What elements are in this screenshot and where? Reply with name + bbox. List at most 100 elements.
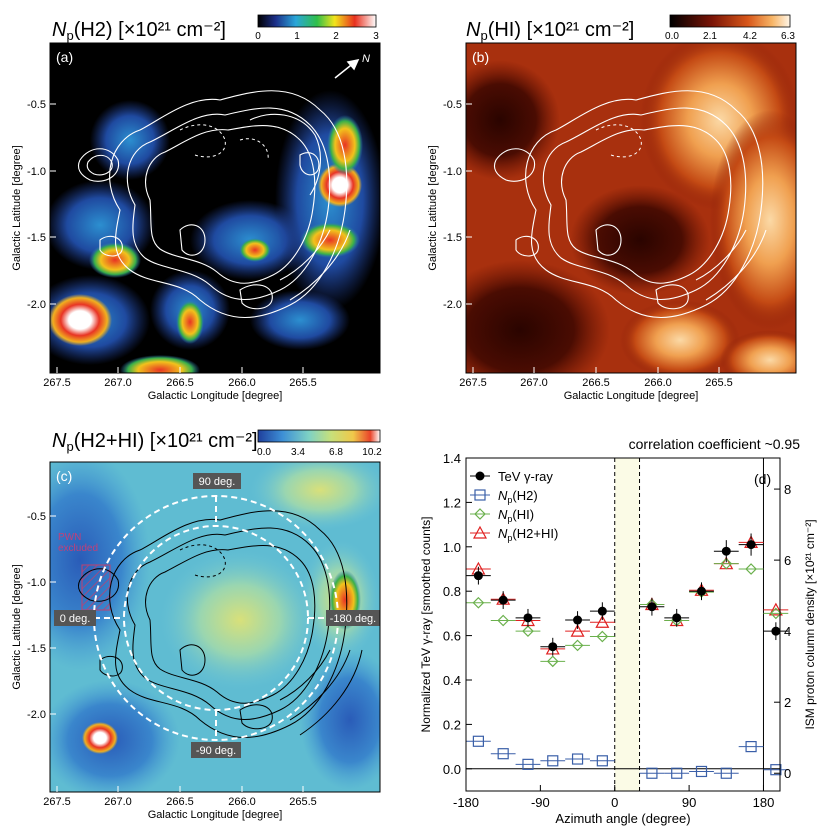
- svg-text:266.5: 266.5: [166, 377, 194, 389]
- y-tick-label: 1.4: [443, 451, 461, 466]
- data-point: [472, 735, 484, 747]
- svg-text:-1.5: -1.5: [27, 643, 46, 655]
- chart-panel-letter: (d): [754, 471, 771, 487]
- data-point: [570, 623, 585, 637]
- svg-text:266.5: 266.5: [166, 796, 194, 808]
- chart-legend: TeV γ-ray Np(H2) Np(HI) Np(H2+HI): [470, 469, 558, 543]
- svg-text:PWN: PWN: [58, 532, 81, 543]
- panel-a-dashed-contours: [179, 124, 269, 161]
- panel-b-title: Np(HI) [×10²¹ cm⁻²]: [466, 19, 634, 43]
- svg-text:267.0: 267.0: [104, 796, 132, 808]
- data-point: [596, 755, 608, 767]
- x-tick-label: -90: [531, 795, 550, 810]
- x-tick-label: -180: [453, 795, 479, 810]
- svg-text:265.5: 265.5: [705, 377, 733, 389]
- svg-text:-0.5: -0.5: [27, 99, 46, 111]
- pwn-label: PWN excluded: [58, 532, 98, 554]
- chart-frame: [465, 457, 781, 792]
- svg-text:266.0: 266.0: [228, 796, 256, 808]
- svg-text:-1.0: -1.0: [443, 166, 462, 178]
- panel-a-xlabel: Galactic Longitude [degree]: [148, 390, 283, 402]
- panel-a-north-arrow: [334, 58, 360, 79]
- data-point: [497, 614, 510, 627]
- legend-label: Np(H2): [498, 488, 538, 505]
- chart-y2label: ISM proton column density [×10²¹ cm⁻²]: [803, 519, 817, 729]
- x-tick-label: 180: [753, 795, 775, 810]
- svg-text:-90 deg.: -90 deg.: [196, 745, 236, 757]
- svg-text:267.0: 267.0: [520, 377, 548, 389]
- panel-c-axes: 267.5 267.0 266.5 266.0 265.5 -0.5 -1.0 …: [11, 511, 317, 821]
- chart-ticks: -180 -90 0 90 180 0.0 0.2 0.4 0.6 0.8 1.0 1.2 1.4 0 2 4…: [443, 451, 791, 810]
- data-point: [770, 607, 782, 620]
- panel-a: Np(H2) [×10²¹ cm⁻²] 0 1 2 3: [11, 14, 381, 402]
- data-point: [595, 615, 610, 628]
- svg-text:-1.5: -1.5: [443, 232, 462, 244]
- svg-text:90 deg.: 90 deg.: [199, 476, 236, 488]
- data-point: [472, 596, 485, 609]
- y-tick-label: 1.2: [443, 495, 461, 510]
- data-point: [646, 767, 658, 779]
- legend-marker: [474, 489, 486, 501]
- y-tick-label: 1.0: [443, 540, 461, 555]
- panel-b: Np(HI) [×10²¹ cm⁻²] 0.0 2.1 4.2 6.3: [427, 14, 797, 402]
- svg-text:3: 3: [373, 31, 379, 42]
- panel-a-map: N (a): [50, 43, 380, 373]
- svg-text:0.0: 0.0: [665, 31, 679, 42]
- chart-xlabel: Azimuth angle (degree): [555, 811, 690, 826]
- data-point: [697, 586, 706, 596]
- pwn-excluded-region: [81, 564, 111, 611]
- panel-c-xlabel: Galactic Longitude [degree]: [148, 809, 283, 821]
- legend-marker: [472, 525, 488, 539]
- panel-a-axes: 267.5 267.0 266.5 266.0 265.5 -0.5 -1.0 …: [11, 99, 317, 402]
- data-point: [596, 630, 609, 643]
- svg-text:-2.0: -2.0: [27, 709, 46, 721]
- data-point: [546, 655, 559, 668]
- svg-text:-1.0: -1.0: [27, 166, 46, 178]
- svg-text:0 deg.: 0 deg.: [60, 613, 91, 625]
- panel-a-colorbar-ticks: 0 1 2 3: [255, 31, 379, 42]
- panel-b-letter: (b): [472, 49, 489, 65]
- panel-a-north-label: N: [362, 53, 370, 65]
- panel-a-colorbar: [257, 14, 377, 28]
- panel-c: Np(H2+HI) [×10²¹ cm⁻²] 0.0 3.4 6.8 10.2: [11, 429, 382, 821]
- data-point: [473, 571, 483, 581]
- svg-text:265.5: 265.5: [289, 377, 317, 389]
- panel-b-colorbar-ticks: 0.0 2.1 4.2 6.3: [665, 31, 795, 42]
- data-point: [523, 613, 533, 623]
- chart-title: correlation coefficient ~0.95: [629, 436, 801, 452]
- y2-tick-label: 6: [784, 553, 791, 568]
- svg-text:-0.5: -0.5: [443, 99, 462, 111]
- series-1: [466, 735, 789, 779]
- panel-a-title: Np(H2) [×10²¹ cm⁻²]: [52, 19, 226, 43]
- series-0: [466, 533, 789, 656]
- panel-b-ylabel: Galactic Latitude [degree]: [427, 145, 439, 270]
- data-point: [672, 613, 682, 623]
- panel-c-colorbar: [257, 429, 381, 443]
- panel-a-contours: [77, 90, 351, 318]
- data-point: [746, 540, 756, 550]
- svg-text:266.0: 266.0: [228, 377, 256, 389]
- legend-marker: [474, 508, 486, 520]
- svg-text:4.2: 4.2: [743, 31, 757, 42]
- y2-tick-label: 2: [784, 695, 791, 710]
- svg-text:-1.5: -1.5: [27, 232, 46, 244]
- svg-text:6.8: 6.8: [329, 447, 343, 458]
- legend-marker: [475, 471, 485, 481]
- excluded-azimuth-band: [614, 458, 640, 791]
- data-point: [647, 602, 657, 612]
- chart-series: [466, 533, 789, 779]
- svg-text:-2.0: -2.0: [443, 299, 462, 311]
- panel-c-title: Np(H2+HI) [×10²¹ cm⁻²]: [52, 430, 258, 454]
- data-point: [720, 557, 733, 570]
- data-point: [671, 767, 683, 779]
- panel-b-xlabel: Galactic Longitude [degree]: [564, 390, 699, 402]
- svg-text:-180 deg.: -180 deg.: [330, 613, 376, 625]
- svg-text:-1.0: -1.0: [27, 577, 46, 589]
- panel-a-letter: (a): [56, 49, 73, 65]
- svg-text:1: 1: [294, 31, 300, 42]
- svg-text:0.0: 0.0: [257, 447, 271, 458]
- panel-b-colorbar: [669, 14, 791, 28]
- data-point: [522, 625, 534, 638]
- panel-d-chart: correlation coefficient ~0.95 -180 -90 0 90…: [419, 436, 817, 826]
- x-tick-label: 0: [611, 795, 618, 810]
